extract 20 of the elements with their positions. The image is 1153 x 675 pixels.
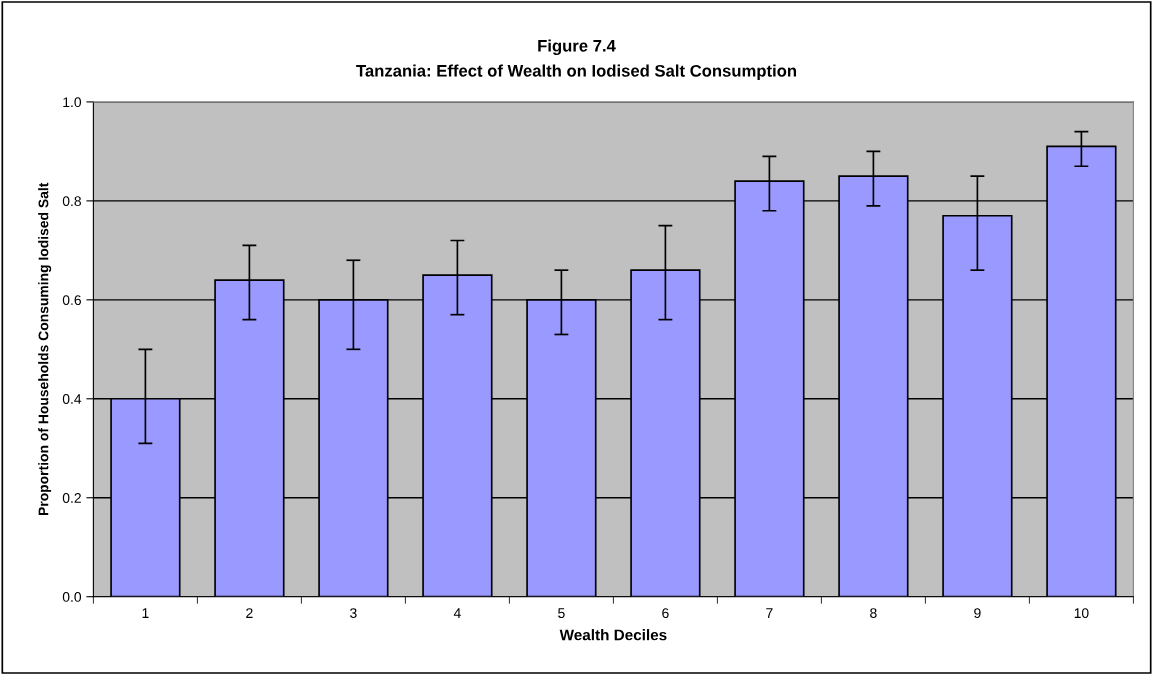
x-tick-label: 3 <box>350 608 357 619</box>
y-tick-label: 0.4 <box>62 394 82 404</box>
x-tick-label: 10 <box>1074 608 1089 619</box>
x-tick-label: 2 <box>246 608 253 618</box>
y-tick-label: 0.8 <box>62 196 81 207</box>
x-tick-label: 7 <box>766 608 773 618</box>
x-tick-label: 4 <box>453 608 461 618</box>
x-tick-label: 6 <box>662 608 669 619</box>
chart-subtitle: Tanzania: Effect of Wealth on Iodised Salt Consumption <box>356 64 797 80</box>
x-tick-label: 9 <box>974 608 981 619</box>
x-tick-label: 5 <box>558 608 565 619</box>
chart-title: Figure 7.4 <box>538 39 616 56</box>
y-tick-label: 1.0 <box>63 97 82 108</box>
x-axis-title: Wealth Deciles <box>559 629 667 641</box>
x-tick-label: 1 <box>142 608 149 618</box>
y-tick-label: 0.6 <box>62 295 81 305</box>
y-axis-title: Proportion of Households Consuming Iodised Salt <box>38 182 52 516</box>
y-tick-label: 0.0 <box>62 592 82 602</box>
x-tick-label: 8 <box>870 608 877 619</box>
y-tick-label: 0.2 <box>62 493 81 503</box>
